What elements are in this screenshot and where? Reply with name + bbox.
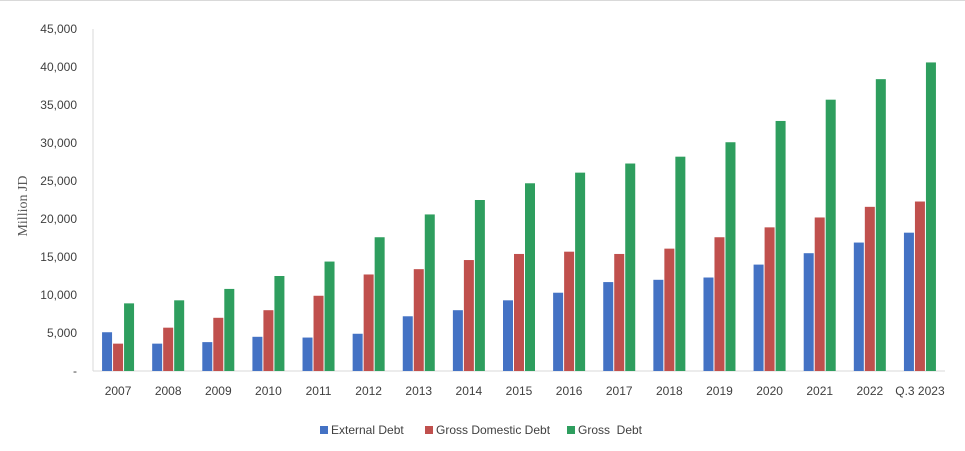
x-tick-label: 2022 [856, 384, 883, 398]
y-tick-label: 30,000 [40, 136, 77, 150]
x-tick-label: Q.3 2023 [895, 384, 945, 398]
bar-gross-debt [475, 200, 485, 371]
y-axis-title: Million JD [16, 175, 31, 236]
bar-external-debt [553, 293, 563, 371]
bar-external-debt [303, 338, 313, 371]
x-tick-label: 2018 [656, 384, 683, 398]
y-tick-label: 20,000 [40, 212, 77, 226]
bar-gross-domestic-debt [314, 296, 324, 371]
bar-gross-debt [224, 289, 234, 371]
legend-swatch [320, 426, 328, 434]
x-tick-label: 2011 [306, 384, 332, 398]
x-tick-label: 2015 [506, 384, 533, 398]
x-tick-label: 2008 [155, 384, 182, 398]
bar-external-debt [603, 282, 613, 371]
bar-gross-domestic-debt [564, 252, 574, 371]
x-tick-label: 2012 [355, 384, 382, 398]
legend-swatch [425, 426, 433, 434]
bar-gross-debt [876, 79, 886, 371]
bar-gross-domestic-debt [414, 269, 424, 371]
legend-swatch [567, 426, 575, 434]
bar-external-debt [353, 334, 363, 371]
bar-gross-debt [325, 262, 335, 371]
y-tick-label: 40,000 [40, 60, 77, 74]
bar-gross-domestic-debt [614, 254, 624, 371]
bar-external-debt [904, 233, 914, 371]
bar-gross-domestic-debt [714, 237, 724, 371]
y-tick-label: 15,000 [40, 250, 77, 264]
bars-group [102, 62, 936, 371]
bar-gross-debt [926, 62, 936, 371]
bar-gross-domestic-debt [865, 207, 875, 371]
bar-external-debt [152, 344, 162, 371]
bar-gross-debt [625, 164, 635, 371]
bar-gross-domestic-debt [765, 227, 775, 371]
bar-gross-debt [725, 142, 735, 371]
bar-gross-debt [575, 173, 585, 371]
x-tick-label: 2017 [606, 384, 633, 398]
x-tick-label: 2009 [205, 384, 232, 398]
bar-gross-domestic-debt [915, 202, 925, 371]
x-tick-label: 2019 [706, 384, 733, 398]
bar-gross-domestic-debt [514, 254, 524, 371]
y-tick-label: 45,000 [40, 22, 77, 36]
bar-gross-debt [425, 214, 435, 371]
x-tick-label: 2013 [405, 384, 432, 398]
bar-gross-domestic-debt [263, 310, 273, 371]
bar-external-debt [653, 280, 663, 371]
x-tick-label: 2007 [105, 384, 132, 398]
bar-gross-debt [675, 157, 685, 371]
bar-gross-domestic-debt [213, 318, 223, 371]
bar-gross-debt [525, 183, 535, 371]
legend-label: Gross Domestic Debt [436, 423, 551, 437]
bar-gross-debt [776, 121, 786, 371]
x-tick-label: 2021 [806, 384, 833, 398]
bar-gross-debt [274, 276, 284, 371]
bar-gross-domestic-debt [163, 328, 173, 371]
bar-external-debt [854, 243, 864, 371]
y-tick-label: - [73, 364, 77, 378]
x-tick-label: 2014 [456, 384, 483, 398]
bar-gross-domestic-debt [815, 217, 825, 371]
bar-gross-debt [375, 237, 385, 371]
bar-gross-debt [826, 100, 836, 371]
bar-gross-debt [124, 303, 134, 371]
y-tick-label: 35,000 [40, 98, 77, 112]
legend-label: External Debt [331, 423, 404, 437]
bar-external-debt [754, 265, 764, 371]
x-tick-label: 2016 [556, 384, 583, 398]
y-tick-label: 25,000 [40, 174, 77, 188]
bar-external-debt [703, 278, 713, 371]
x-tick-labels: 2007 2008 2009 2010 2011 2012 2013 2014 2015 2016… [105, 384, 945, 398]
x-tick-label: 2020 [756, 384, 783, 398]
legend: External Debt Gross Domestic Debt Gross De… [320, 423, 643, 437]
bar-gross-domestic-debt [664, 249, 674, 371]
y-tick-label: 5,000 [47, 326, 77, 340]
bar-gross-domestic-debt [464, 260, 474, 371]
bar-external-debt [804, 253, 814, 371]
y-tick-labels: - 5,000 10,000 15,000 20,000 25,000 30,000 35,0… [40, 22, 77, 378]
bar-gross-debt [174, 300, 184, 371]
x-tick-label: 2010 [255, 384, 282, 398]
bar-external-debt [252, 337, 262, 371]
bar-external-debt [453, 310, 463, 371]
y-tick-label: 10,000 [40, 288, 77, 302]
bar-external-debt [403, 316, 413, 371]
bar-external-debt [202, 342, 212, 371]
bar-external-debt [503, 300, 513, 371]
bar-gross-domestic-debt [113, 344, 123, 371]
bar-external-debt [102, 332, 112, 371]
bar-gross-domestic-debt [364, 274, 374, 371]
legend-label: Gross Debt [578, 423, 643, 437]
